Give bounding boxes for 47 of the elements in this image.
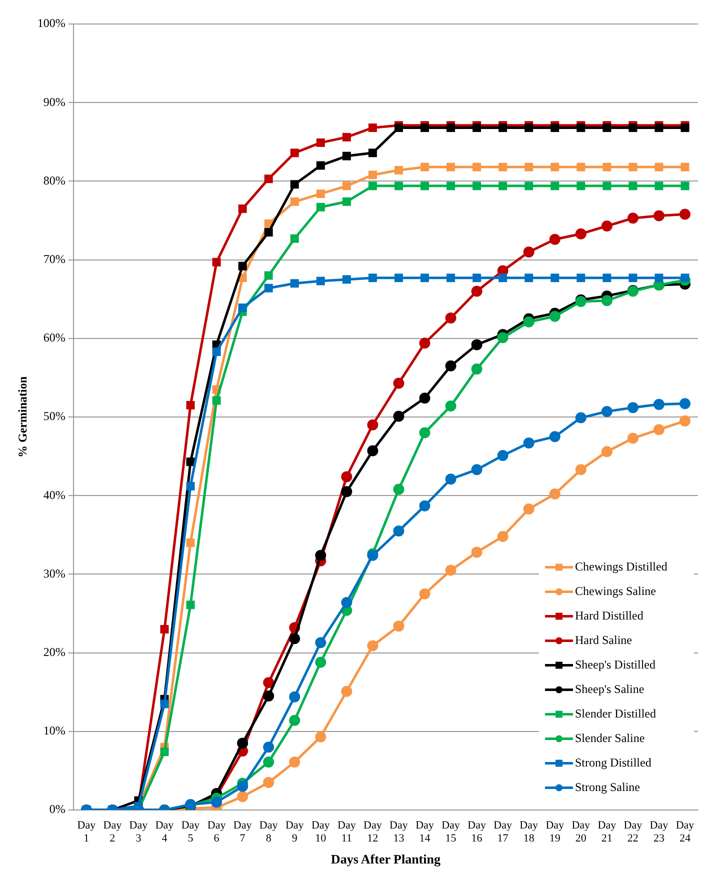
y-tick-label: 60% xyxy=(43,330,66,345)
x-tick-label: Day 23 xyxy=(650,819,669,845)
y-tick-label: 90% xyxy=(43,94,66,109)
y-tick-label: 100% xyxy=(37,16,66,30)
x-tick-label: Day 1 xyxy=(77,819,96,845)
x-tick-label: Day 21 xyxy=(598,819,617,845)
x-tick-label: Day 19 xyxy=(546,819,565,845)
x-tick-label: Day 11 xyxy=(337,819,356,845)
y-tick-label: 30% xyxy=(43,566,66,580)
x-tick-label: Day 5 xyxy=(181,819,200,845)
x-tick-label: Day 20 xyxy=(572,819,591,845)
x-tick-label: Day 18 xyxy=(520,819,538,845)
legend-label: Hard Distilled xyxy=(575,608,644,622)
x-tick-label: Day 17 xyxy=(494,819,512,845)
y-tick-label: 0% xyxy=(49,802,66,816)
x-tick-label: Day 15 xyxy=(442,819,460,845)
y-tick-label: 80% xyxy=(43,173,66,188)
y-tick-label: 50% xyxy=(43,409,66,424)
x-tick-label: Day 24 xyxy=(676,819,695,845)
x-axis-title: Days After Planting xyxy=(330,852,441,867)
legend-label: Chewings Distilled xyxy=(575,559,668,574)
legend-label: Hard Saline xyxy=(575,632,632,647)
y-tick-label: 20% xyxy=(43,644,66,659)
legend-label: Slender Distilled xyxy=(575,706,656,720)
x-tick-label: Day 14 xyxy=(416,819,434,845)
x-tick-label: Day 13 xyxy=(390,819,408,845)
x-tick-label: Day 16 xyxy=(468,819,486,845)
y-tick-label: 70% xyxy=(43,252,66,266)
x-tick-label: Day 3 xyxy=(129,819,148,845)
x-tick-label: Day 10 xyxy=(311,819,330,845)
legend-label: Strong Saline xyxy=(575,780,640,794)
x-tick-label: Day 9 xyxy=(285,819,304,845)
legend-label: Sheep's Saline xyxy=(575,682,644,696)
legend-label: Chewings Saline xyxy=(575,584,656,598)
x-tick-label: Day 7 xyxy=(233,819,252,845)
x-tick-label: Day 2 xyxy=(103,819,122,845)
x-tick-label: Day 22 xyxy=(624,819,643,845)
y-axis-title: % Germination xyxy=(15,376,30,458)
y-tick-label: 10% xyxy=(43,724,66,738)
legend-label: Sheep's Distilled xyxy=(575,657,656,672)
y-tick-label: 40% xyxy=(43,488,66,502)
legend-label: Slender Saline xyxy=(575,730,645,745)
legend-label: Strong Distilled xyxy=(575,755,652,770)
x-tick-label: Day 12 xyxy=(364,819,382,845)
x-tick-label: Day 4 xyxy=(155,819,174,845)
x-tick-label: Day 6 xyxy=(207,819,226,845)
x-tick-label: Day 8 xyxy=(259,819,278,845)
